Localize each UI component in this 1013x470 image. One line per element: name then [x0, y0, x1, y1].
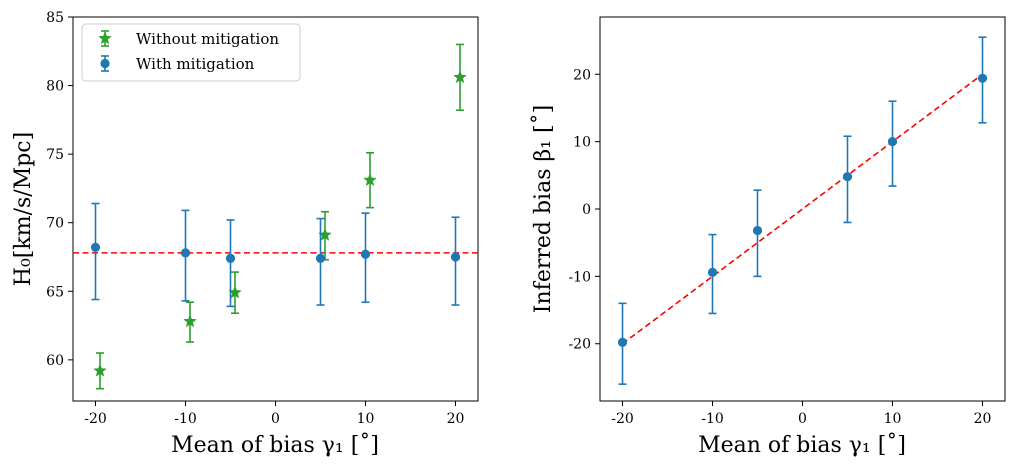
x-tick-label-3: 10 [357, 411, 375, 427]
y-tick-label-1: -10 [568, 269, 591, 285]
y-tick-label-1: 65 [46, 284, 64, 300]
x-axis-label-right: Mean of bias γ₁ [˚] [698, 431, 906, 458]
data-point-0-4 [887, 137, 898, 147]
data-point-0-0 [93, 363, 107, 377]
legend-marker-0 [98, 31, 112, 45]
data-point-0-4 [363, 173, 377, 187]
y-tick-label-0: -20 [568, 337, 591, 353]
chart-left: -20 -10 0 10 20 60 65 70 75 80 85 Mean of bias γ₁… [11, 10, 479, 458]
legend-label-without-mitigation: Without mitigation [136, 30, 279, 48]
y-axis-label-right: Inferred bias β₁ [˚] [529, 105, 556, 313]
x-tick-label-2: 0 [271, 411, 280, 427]
x-tick-label-1: -10 [701, 411, 724, 427]
y-axis-label-left: H₀[km/s/Mpc] [11, 132, 36, 286]
x-ticks-left: -20 -10 0 10 20 [84, 401, 464, 427]
x-tick-label-1: -10 [174, 411, 197, 427]
data-point-0-5 [453, 70, 467, 84]
reference-line [622, 73, 983, 345]
legend-box [81, 23, 301, 82]
y-ticks-left: 60 65 70 75 80 85 [46, 10, 73, 369]
x-tick-label-4: 20 [974, 411, 992, 427]
legend-entry-with-mitigation [100, 55, 110, 72]
x-tick-label-4: 20 [447, 411, 465, 427]
x-tick-label-3: 10 [884, 411, 902, 427]
data-point-0-0 [617, 337, 628, 347]
data-point-1-3 [315, 253, 326, 263]
legend: Without mitigation With mitigation [81, 23, 301, 82]
y-tick-label-3: 75 [46, 147, 64, 163]
legend-marker-1 [100, 58, 110, 69]
y-ticks-right: -20 -10 0 10 20 [568, 67, 600, 353]
x-tick-label-0: -20 [84, 411, 107, 427]
data-point-0-1 [707, 267, 718, 277]
data-point-0-1 [183, 314, 197, 328]
error-bar-1-2 [226, 219, 235, 308]
y-tick-label-4: 20 [573, 67, 591, 83]
x-tick-label-0: -20 [611, 411, 634, 427]
x-tick-label-2: 0 [798, 411, 807, 427]
data-point-1-4 [360, 249, 371, 259]
y-tick-label-2: 0 [582, 202, 591, 218]
x-axis-label-left: Mean of bias γ₁ [˚] [171, 431, 379, 458]
x-ticks-right: -20 -10 0 10 20 [611, 401, 991, 427]
plot-content-left [73, 43, 478, 390]
y-tick-label-0: 60 [46, 353, 64, 369]
plot-area-right [599, 16, 1006, 402]
data-point-0-2 [752, 225, 763, 236]
y-tick-label-5: 85 [46, 10, 64, 26]
y-tick-label-2: 70 [46, 216, 64, 232]
data-point-1-2 [225, 253, 236, 263]
data-point-0-5 [977, 73, 988, 83]
data-point-1-5 [450, 252, 461, 262]
legend-entry-without-mitigation [98, 30, 112, 47]
data-point-1-0 [90, 242, 101, 252]
data-point-0-3 [842, 172, 853, 182]
y-tick-label-3: 10 [573, 135, 591, 151]
legend-label-with-mitigation: With mitigation [136, 55, 255, 73]
y-tick-label-4: 80 [46, 79, 64, 95]
chart-right: -20 -10 0 10 20 -20 -10 0 10 20 Mean of bias γ₁ … [529, 16, 1006, 458]
data-point-1-1 [180, 248, 191, 258]
plot-content-right [617, 36, 988, 385]
